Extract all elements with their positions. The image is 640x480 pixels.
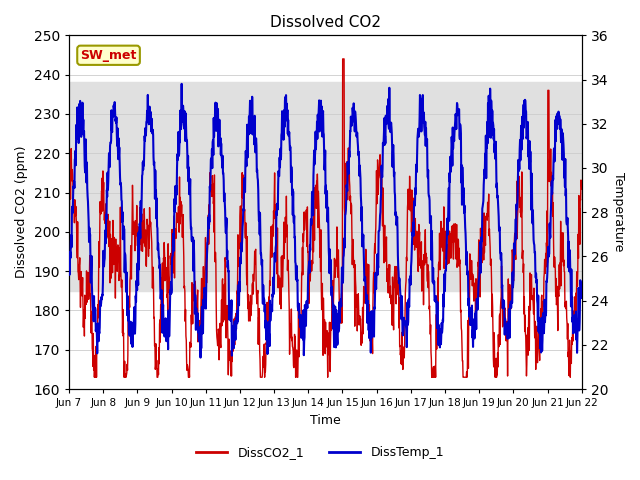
Bar (69, 83, 582, 291)
Y-axis label: Dissolved CO2 (ppm): Dissolved CO2 (ppm) (15, 146, 28, 278)
Text: SW_met: SW_met (81, 49, 137, 62)
Title: Dissolved CO2: Dissolved CO2 (270, 15, 381, 30)
Legend: DissCO2_1, DissTemp_1: DissCO2_1, DissTemp_1 (191, 441, 449, 464)
X-axis label: Time: Time (310, 414, 340, 427)
Y-axis label: Temperature: Temperature (612, 172, 625, 252)
